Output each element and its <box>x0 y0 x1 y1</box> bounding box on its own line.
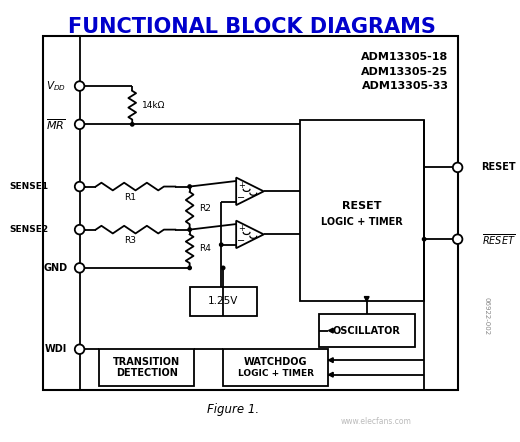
Polygon shape <box>365 297 369 301</box>
Text: WATCHDOG: WATCHDOG <box>244 357 307 367</box>
Circle shape <box>219 242 224 247</box>
Circle shape <box>187 184 192 189</box>
Text: FUNCTIONAL BLOCK DIAGRAMS: FUNCTIONAL BLOCK DIAGRAMS <box>68 17 436 37</box>
Text: GND: GND <box>44 263 68 273</box>
Bar <box>190 287 257 316</box>
Text: RESET: RESET <box>342 201 382 211</box>
Text: SENSE1: SENSE1 <box>9 182 48 191</box>
Polygon shape <box>329 358 333 362</box>
Text: $\overline{MR}$: $\overline{MR}$ <box>46 117 66 132</box>
Bar <box>319 314 414 347</box>
Circle shape <box>75 263 84 273</box>
Polygon shape <box>329 328 333 333</box>
Bar <box>99 349 194 385</box>
Circle shape <box>75 344 84 354</box>
Circle shape <box>187 266 192 271</box>
Text: LOGIC + TIMER: LOGIC + TIMER <box>238 369 314 377</box>
Text: ADM13305-33: ADM13305-33 <box>361 81 448 91</box>
Text: WDI: WDI <box>45 344 67 354</box>
Circle shape <box>75 225 84 234</box>
Circle shape <box>187 227 192 232</box>
Circle shape <box>422 237 426 242</box>
Text: Figure 1.: Figure 1. <box>206 403 259 416</box>
Text: TRANSITION: TRANSITION <box>113 357 180 367</box>
Text: www.elecfans.com: www.elecfans.com <box>341 416 412 426</box>
Text: 1.25V: 1.25V <box>208 297 238 306</box>
Text: R4: R4 <box>199 244 211 253</box>
Text: OSCILLATOR: OSCILLATOR <box>333 326 400 335</box>
Text: RESET: RESET <box>482 162 516 172</box>
Text: ADM13305-25: ADM13305-25 <box>361 67 449 77</box>
Polygon shape <box>236 221 264 248</box>
Text: DETECTION: DETECTION <box>115 368 177 378</box>
Circle shape <box>75 119 84 129</box>
Text: $V_{DD}$: $V_{DD}$ <box>46 79 66 93</box>
Circle shape <box>453 234 462 244</box>
Text: R1: R1 <box>124 193 136 202</box>
Text: +: + <box>238 224 244 232</box>
Circle shape <box>75 182 84 191</box>
Circle shape <box>130 122 135 127</box>
Text: +: + <box>238 181 244 190</box>
Polygon shape <box>329 372 333 377</box>
Text: 14kΩ: 14kΩ <box>142 101 165 110</box>
Circle shape <box>221 266 226 271</box>
Text: LOGIC + TIMER: LOGIC + TIMER <box>321 217 403 227</box>
Bar <box>43 36 458 390</box>
Text: R3: R3 <box>124 236 136 244</box>
Text: −: − <box>237 193 245 202</box>
Circle shape <box>453 163 462 172</box>
Text: SENSE2: SENSE2 <box>9 225 48 234</box>
Polygon shape <box>236 178 264 205</box>
Bar <box>300 119 424 301</box>
Text: 06922-002: 06922-002 <box>483 297 489 335</box>
Text: $\overline{RESET}$: $\overline{RESET}$ <box>482 232 515 247</box>
Text: ADM13305-18: ADM13305-18 <box>361 52 449 62</box>
Circle shape <box>75 81 84 91</box>
Bar <box>223 349 329 385</box>
Text: −: − <box>237 236 245 246</box>
Text: R2: R2 <box>199 204 211 213</box>
